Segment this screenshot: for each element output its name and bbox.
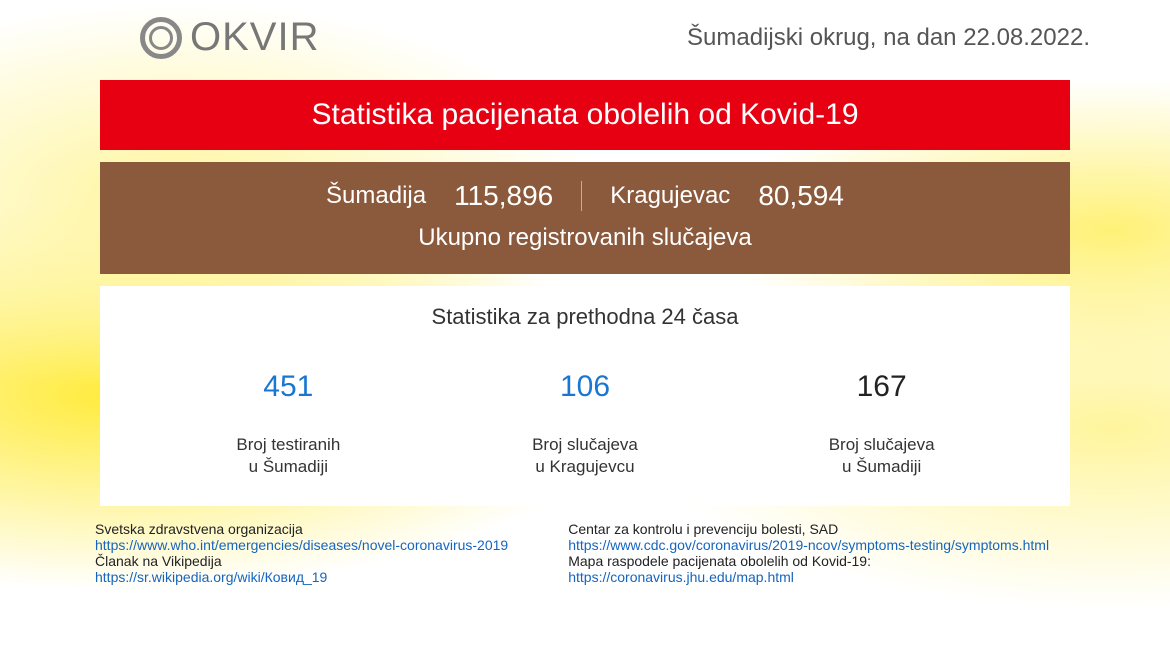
stat-label: Broj slučajeva u Kragujevcu [532,434,638,478]
footer-link-who[interactable]: https://www.who.int/emergencies/diseases… [95,537,508,553]
footer: Svetska zdravstvena organizacija https:/… [40,506,1130,585]
totals-subtitle: Ukupno registrovanih slučajeva [100,224,1070,252]
region1-label: Šumadija [326,182,426,210]
stats-row: 451 Broj testiranih u Šumadiji 106 Broj … [100,370,1070,478]
panel-title: Statistika za prethodna 24 časa [100,304,1070,330]
divider [581,181,582,211]
stat-value: 167 [857,370,907,404]
stat-label: Broj testiranih u Šumadiji [236,434,340,478]
logo-text: OKVIR [190,15,319,60]
footer-link-cdc[interactable]: https://www.cdc.gov/coronavirus/2019-nco… [568,537,1049,553]
totals-row: Šumadija 115,896 Kragujevac 80,594 [100,180,1070,212]
footer-link-wiki[interactable]: https://sr.wikipedia.org/wiki/Ковид_19 [95,569,508,585]
region1-value: 115,896 [454,180,553,212]
red-banner: Statistika pacijenata obolelih od Kovid-… [100,80,1070,150]
header-date: 22.08.2022. [963,24,1090,51]
daily-stats-panel: Statistika za prethodna 24 časa 451 Broj… [100,286,1070,506]
header-row: OKVIR Šumadijski okrug, na dan 22.08.202… [40,15,1130,75]
footer-label: Mapa raspodele pacijenata obolelih od Ko… [568,553,1049,569]
footer-label: Članak na Vikipedija [95,553,508,569]
footer-right: Centar za kontrolu i prevenciju bolesti,… [568,521,1049,585]
logo: OKVIR [140,15,319,60]
region2-value: 80,594 [758,180,844,212]
brown-banner: Šumadija 115,896 Kragujevac 80,594 Ukupn… [100,162,1070,274]
region2-label: Kragujevac [610,182,730,210]
main-title: Statistika pacijenata obolelih od Kovid-… [311,98,858,131]
logo-circle-icon [140,17,182,59]
footer-left: Svetska zdravstvena organizacija https:/… [95,521,508,585]
stat-value: 451 [263,370,313,404]
region-label: Šumadijski okrug, na dan [687,24,956,51]
footer-label: Centar za kontrolu i prevenciju bolesti,… [568,521,1049,537]
footer-label: Svetska zdravstvena organizacija [95,521,508,537]
header-info: Šumadijski okrug, na dan 22.08.2022. [687,24,1090,52]
stat-col-tested: 451 Broj testiranih u Šumadiji [141,370,435,478]
stat-col-cases-city: 106 Broj slučajeva u Kragujevcu [438,370,732,478]
stat-label: Broj slučajeva u Šumadiji [829,434,935,478]
footer-link-jhu[interactable]: https://coronavirus.jhu.edu/map.html [568,569,1049,585]
stat-col-cases-region: 167 Broj slučajeva u Šumadiji [735,370,1029,478]
stat-value: 106 [560,370,610,404]
